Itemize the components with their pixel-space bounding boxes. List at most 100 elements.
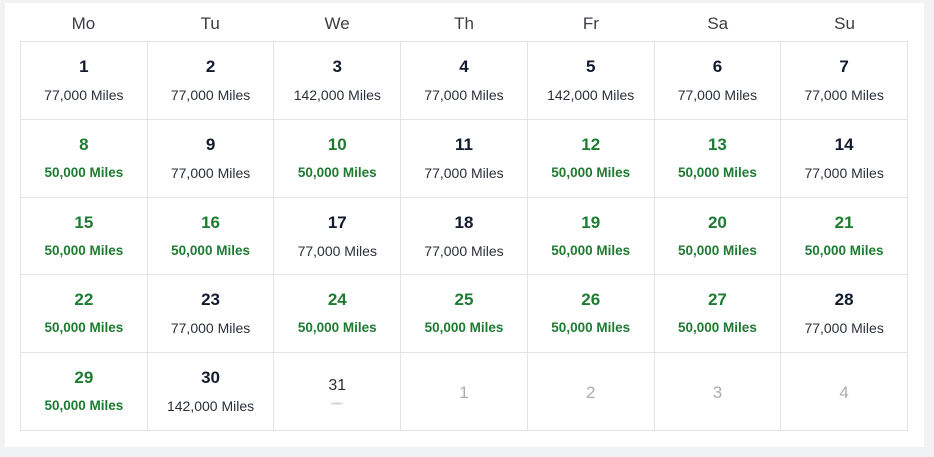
day-number: 23 (201, 290, 221, 310)
miles-price: 142,000 Miles (547, 87, 635, 103)
deal-miles-price: 50,000 Miles (44, 242, 124, 258)
day-cell[interactable]: 26 50,000 Miles (527, 275, 655, 354)
day-cell[interactable]: 24 50,000 Miles (274, 275, 402, 354)
deal-miles-price: 50,000 Miles (551, 164, 631, 180)
deal-miles-price: 50,000 Miles (297, 164, 377, 180)
day-cell[interactable]: 29 50,000 Miles (21, 353, 148, 431)
weekday-fr: Fr (582, 14, 599, 33)
deal-miles-price: 50,000 Miles (44, 320, 124, 336)
day-number: 19 (581, 212, 601, 232)
day-cell[interactable]: 4 77,000 Miles (401, 42, 528, 120)
weekday-su: Su (834, 14, 855, 33)
miles-price: 77,000 Miles (297, 242, 377, 259)
weekday-header: Mo Tu We Th Fr Sa Su (20, 3, 908, 41)
next-month-day-cell: 1 (401, 353, 528, 431)
miles-price: 77,000 Miles (424, 87, 504, 103)
day-number: 8 (79, 134, 89, 154)
day-number: 17 (327, 212, 347, 232)
deal-miles-price: 50,000 Miles (424, 320, 504, 336)
day-cell[interactable]: 12 50,000 Miles (527, 119, 655, 198)
day-cell[interactable]: 5 142,000 Miles (527, 42, 655, 120)
day-cell[interactable]: 13 50,000 Miles (654, 119, 782, 198)
miles-price: 77,000 Miles (804, 164, 884, 181)
day-number: 15 (74, 212, 94, 232)
miles-price: 77,000 Miles (170, 320, 251, 337)
day-cell[interactable]: 21 50,000 Miles (781, 197, 908, 276)
day-number: 4 (839, 383, 849, 403)
day-cell[interactable]: 10 50,000 Miles (274, 119, 402, 198)
deal-miles-price: 50,000 Miles (44, 164, 124, 180)
calendar-panel: Mo Tu We Th Fr Sa Su 1 77,000 Miles 2 77,00… (5, 3, 924, 447)
day-number: 1 (459, 383, 469, 403)
day-cell[interactable]: 22 50,000 Miles (21, 275, 148, 354)
deal-miles-price: 50,000 Miles (44, 398, 124, 414)
day-cell[interactable]: 2 77,000 Miles (147, 42, 275, 120)
day-number: 11 (455, 134, 473, 154)
day-cell[interactable]: 14 77,000 Miles (781, 119, 908, 198)
day-number: 12 (581, 134, 601, 154)
deal-miles-price: 50,000 Miles (551, 320, 631, 336)
day-number: 16 (201, 212, 221, 232)
weekday-we: We (324, 14, 350, 33)
day-number: 5 (585, 57, 596, 76)
deal-miles-price: 50,000 Miles (171, 242, 250, 258)
day-cell[interactable]: 27 50,000 Miles (654, 275, 782, 354)
miles-price: 77,000 Miles (804, 87, 884, 103)
day-number: 28 (834, 290, 854, 310)
weekday-sa: Sa (707, 14, 729, 33)
loading-indicator-icon (330, 402, 345, 406)
day-number: 14 (834, 134, 854, 154)
next-month-day-cell: 2 (527, 353, 655, 431)
weekday-tu: Tu (200, 14, 220, 33)
day-number: 26 (581, 290, 601, 310)
day-number: 29 (74, 368, 94, 388)
day-cell[interactable]: 8 50,000 Miles (21, 119, 148, 198)
day-number: 6 (712, 57, 723, 76)
day-number: 1 (79, 57, 89, 76)
miles-price: 77,000 Miles (424, 242, 504, 259)
day-number: 20 (707, 212, 727, 232)
day-number: 25 (454, 290, 474, 310)
day-cell[interactable]: 25 50,000 Miles (401, 275, 528, 354)
day-cell[interactable]: 28 77,000 Miles (781, 275, 908, 354)
deal-miles-price: 50,000 Miles (678, 320, 757, 336)
weekday-mo: Mo (71, 14, 96, 33)
day-number: 31 (328, 377, 347, 395)
day-number: 24 (327, 290, 347, 310)
deal-miles-price: 50,000 Miles (678, 242, 757, 258)
miles-price: 142,000 Miles (166, 398, 255, 415)
day-number: 3 (332, 57, 343, 76)
deal-miles-price: 50,000 Miles (551, 242, 631, 258)
day-cell[interactable]: 31 (274, 353, 402, 431)
next-month-day-cell: 3 (654, 353, 782, 431)
day-number: 13 (707, 134, 727, 154)
day-number: 9 (205, 134, 216, 154)
day-number: 4 (459, 57, 469, 76)
day-cell[interactable]: 11 77,000 Miles (401, 119, 528, 198)
day-cell[interactable]: 17 77,000 Miles (274, 197, 402, 276)
day-number: 21 (834, 212, 854, 232)
calendar-grid: 1 77,000 Miles 2 77,000 Miles 3 142,000 Miles… (20, 41, 908, 431)
day-number: 30 (201, 368, 221, 388)
day-cell[interactable]: 19 50,000 Miles (527, 197, 655, 276)
miles-price: 77,000 Miles (170, 87, 251, 103)
day-cell[interactable]: 16 50,000 Miles (147, 197, 275, 276)
day-cell[interactable]: 9 77,000 Miles (147, 119, 275, 198)
day-cell[interactable]: 18 77,000 Miles (401, 197, 528, 276)
miles-price: 77,000 Miles (677, 87, 758, 103)
day-cell[interactable]: 3 142,000 Miles (274, 42, 402, 120)
miles-price: 142,000 Miles (293, 87, 381, 103)
day-cell[interactable]: 15 50,000 Miles (21, 197, 148, 276)
day-cell[interactable]: 30 142,000 Miles (147, 353, 275, 431)
day-number: 22 (74, 290, 94, 310)
day-cell[interactable]: 7 77,000 Miles (781, 42, 908, 120)
day-number: 2 (205, 57, 216, 76)
day-number: 18 (454, 212, 474, 232)
day-cell[interactable]: 20 50,000 Miles (654, 197, 782, 276)
next-month-day-cell: 4 (781, 353, 908, 431)
day-number: 3 (712, 383, 723, 403)
deal-miles-price: 50,000 Miles (678, 164, 757, 180)
day-cell[interactable]: 1 77,000 Miles (21, 42, 148, 120)
day-cell[interactable]: 6 77,000 Miles (654, 42, 782, 120)
day-cell[interactable]: 23 77,000 Miles (147, 275, 275, 354)
